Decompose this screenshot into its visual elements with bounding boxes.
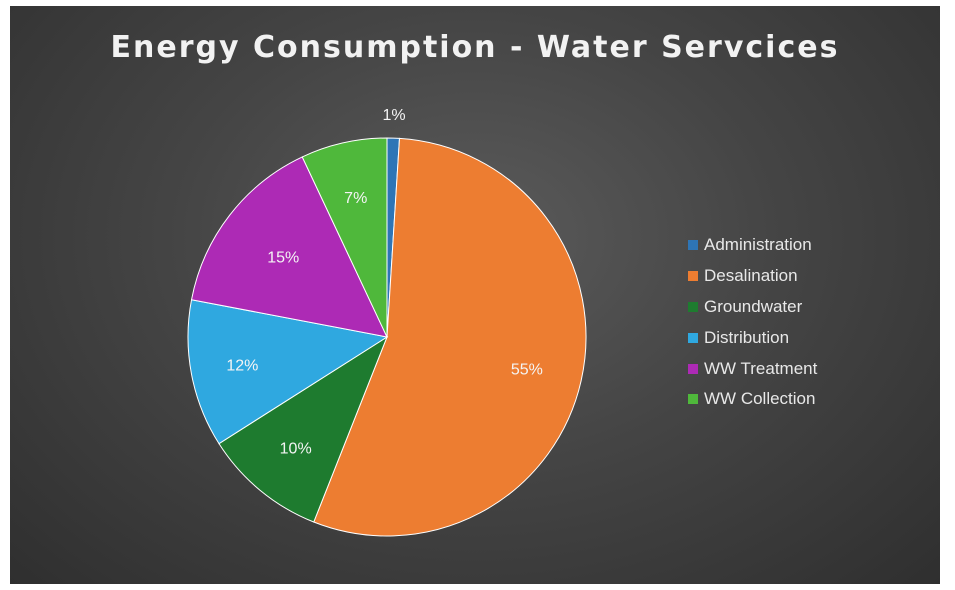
pie-slice-distribution xyxy=(187,299,389,445)
pie-slice-ww-collection xyxy=(301,137,388,338)
legend-swatch xyxy=(688,271,698,282)
chart-title: Energy Consumption - Water Servcices xyxy=(110,30,840,65)
legend-item-ww-collection: WW Collection xyxy=(688,384,817,415)
pie-slice-desalination xyxy=(313,137,587,537)
legend-label: Administration xyxy=(704,235,812,255)
legend-item-distribution: Distribution xyxy=(688,322,817,353)
legend-label: WW Collection xyxy=(704,389,816,409)
legend-swatch xyxy=(688,363,698,374)
data-label-ww-treatment: 15% xyxy=(267,250,299,267)
legend-swatch xyxy=(688,332,698,343)
legend-item-desalination: Desalination xyxy=(688,261,817,292)
data-label-distribution: 12% xyxy=(226,358,258,375)
legend-label: Groundwater xyxy=(704,296,803,316)
legend-swatch xyxy=(688,394,698,405)
chart-area: Energy Consumption - Water Servcices 1% 5… xyxy=(10,6,940,584)
pie-slice-ww-treatment xyxy=(190,156,388,338)
data-label-desalination: 55% xyxy=(511,361,543,378)
legend-label: Distribution xyxy=(704,327,790,347)
legend-item-ww-treatment: WW Treatment xyxy=(688,353,817,384)
legend-label: Desalination xyxy=(704,266,798,286)
legend-label: WW Treatment xyxy=(704,358,818,378)
legend-swatch xyxy=(688,301,698,312)
legend-swatch xyxy=(688,240,698,251)
data-label-ww-collection: 7% xyxy=(344,190,367,207)
data-label-groundwater: 10% xyxy=(280,440,312,457)
data-label-administration: 1% xyxy=(382,107,405,124)
pie-chart: 1% 55% 10% 12% 15% 7% xyxy=(187,107,587,537)
legend-item-administration: Administration xyxy=(688,230,817,261)
pie-slice-groundwater xyxy=(218,335,389,523)
legend: Administration Desalination Groundwater Dis… xyxy=(688,230,817,415)
legend-item-groundwater: Groundwater xyxy=(688,292,817,323)
